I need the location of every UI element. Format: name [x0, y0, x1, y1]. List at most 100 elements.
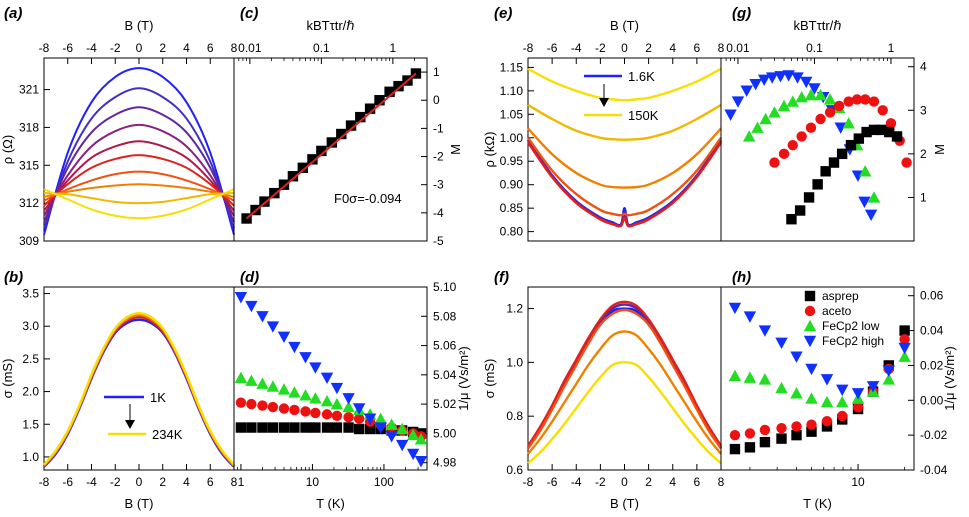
panel-b-legend-from: 1K [150, 390, 166, 405]
panel-h-point-aceto [899, 334, 910, 345]
panel-h-point-fecp2-low [836, 395, 849, 408]
panel-f-label: (f) [494, 269, 509, 286]
panel-g-point-asprep [884, 126, 895, 138]
panel-g-point-aceto [824, 107, 836, 118]
panel-c-ytick-label: -1 [433, 121, 444, 135]
panel-a-series-line [43, 87, 235, 229]
panel-f-ytick-label: 1.2 [506, 302, 523, 316]
panel-g-point-fecp2-high [765, 72, 779, 84]
panel-f-xtick-label: -4 [571, 475, 582, 489]
panel-h-point-aceto [759, 424, 771, 436]
panel-f-series-line [527, 330, 722, 455]
panel-f-xtick-label: 4 [669, 475, 676, 489]
panel-h-point-fecp2-low [820, 395, 834, 408]
panel-f-ylabel: σ (mS) [482, 359, 497, 399]
panel-a-series-line [43, 123, 235, 217]
panel-a-series-line [43, 67, 235, 235]
panel-c-point [345, 120, 357, 131]
panel-g-xtick-label: 1 [888, 41, 895, 55]
panel-f-series-line [526, 307, 723, 450]
panel-e-xtick-label: 4 [669, 41, 676, 55]
panel-h-point-fecp2-low [775, 381, 788, 394]
panel-e-series-line [527, 127, 722, 189]
panel-h-point-fecp2-low [758, 373, 772, 385]
panel-d-point-aceto [289, 404, 300, 416]
panel-h-point-aceto [744, 428, 756, 439]
panel-c-point [259, 196, 270, 207]
panel-g-point-fecp2-high [740, 85, 753, 97]
panel-e-ytick-label: 1.05 [500, 107, 524, 121]
panel-f-xtick-label: -6 [547, 475, 558, 489]
panel-e-series-line [527, 137, 722, 217]
panel-d-label: (d) [240, 269, 259, 286]
panel-g-point-asprep [891, 131, 903, 142]
panel-f-ytick-label: 0.8 [506, 409, 523, 423]
panel-c-frame [233, 57, 428, 242]
panel-g-point-fecp2-high [774, 71, 787, 83]
panel-h-point-aceto [837, 410, 848, 422]
panel-g-point-fecp2-high [731, 96, 745, 108]
panel-f-ytick-label: 1.0 [506, 355, 523, 369]
panel-g-ytick-label: 4 [920, 60, 927, 74]
panel-g-point-aceto [868, 96, 880, 107]
panel-d-point-fecp2-high [245, 300, 258, 313]
panel-c-xtick-label: 1 [390, 41, 397, 55]
panel-a-series-line [43, 192, 235, 205]
panel-g-point-fecp2-high [800, 76, 813, 89]
panel-a-ylabel: ρ (Ω) [0, 135, 15, 164]
panel-a-series-line [43, 154, 235, 207]
panel-a-top-label: B (T) [125, 18, 154, 33]
panel-e-ytick-label: 1.15 [500, 60, 524, 74]
panel-g-point-aceto [885, 118, 897, 129]
panel-d-ytick-label: 5.10 [433, 280, 457, 294]
panel-d-point-fecp2-high [414, 456, 428, 468]
panel-g-point-aceto [796, 131, 807, 142]
panel-c-ytick-label: -3 [433, 178, 444, 192]
panel-g-point-fecp2-high [724, 109, 737, 121]
panel-g-point-aceto [769, 157, 780, 168]
panel-a-xtick-label: 2 [159, 41, 166, 55]
panel-d-point-fecp2-high [256, 311, 269, 323]
panel-f-xtick-label: 8 [718, 475, 725, 489]
panel-d-xtick-label: 100 [374, 475, 394, 489]
panel-a-series-line [43, 183, 235, 198]
panel-d-ytick-label: 5.04 [433, 368, 457, 382]
panel-b-ytick-label: 3.0 [22, 319, 39, 333]
panel-e-xtick-label: -8 [523, 41, 534, 55]
panel-d-point-aceto [257, 400, 268, 411]
panel-h-point-fecp2-low [728, 369, 742, 382]
panel-f-xtick-label: 6 [694, 475, 701, 489]
panel-g-ylabel: M [932, 144, 947, 155]
panel-d-point-fecp2-high [288, 341, 301, 354]
panel-g-point-fecp2-low [804, 88, 818, 101]
panel-e-series-line [527, 67, 722, 102]
panel-h-xtick-label: 10 [851, 475, 865, 489]
panel-g-ytick-label: 2 [920, 147, 927, 161]
panel-d-point-fecp2-low [414, 433, 428, 445]
panel-h-point-fecp2-low [882, 373, 895, 385]
panel-d-point-fecp2-low [266, 380, 280, 392]
panel-g-point-aceto [843, 96, 854, 107]
panel-g-point-fecp2-low [858, 165, 872, 177]
panel-a-series-line [43, 140, 235, 212]
panel-d-point-aceto [353, 413, 365, 424]
panel-d-ytick-label: 5.08 [433, 309, 457, 323]
panel-e-series-line [527, 103, 722, 141]
panel-b-legend-arrow-head [125, 420, 135, 429]
panel-g-frame [720, 57, 915, 242]
panel-e-xtick-label: 8 [718, 41, 725, 55]
panel-a-ytick-label: 309 [19, 234, 39, 248]
panel-d-point-fecp2-low [342, 400, 355, 413]
panel-h-point-fecp2-high [898, 342, 911, 355]
panel-e-ylabel: ρ (kΩ) [482, 132, 497, 168]
panel-d-xtick-label: 10 [306, 475, 320, 489]
panel-c-point [307, 154, 318, 165]
panel-d-point-aceto [331, 410, 343, 422]
panel-b-ytick-label: 1.0 [22, 450, 39, 464]
panel-e-xtick-label: 6 [694, 41, 701, 55]
panel-d-point-fecp2-high [330, 382, 344, 395]
panel-f-frame [527, 286, 722, 471]
panel-d-point-fecp2-low [385, 418, 398, 430]
panel-d-point-fecp2-high [266, 321, 280, 333]
